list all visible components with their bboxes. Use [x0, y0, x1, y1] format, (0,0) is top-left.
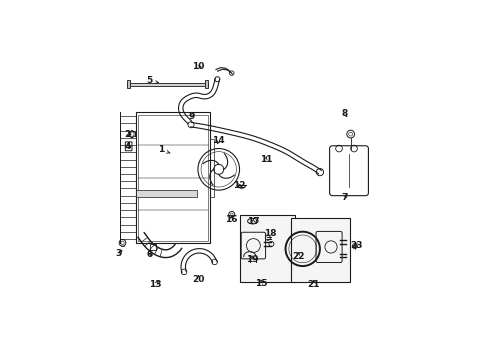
Text: 9: 9: [188, 112, 194, 121]
Text: 20: 20: [192, 275, 204, 284]
Text: 8: 8: [341, 109, 347, 118]
Text: 1: 1: [158, 145, 170, 154]
Text: 18: 18: [264, 229, 276, 238]
Text: 21: 21: [307, 280, 320, 289]
Bar: [290, 218, 350, 282]
Text: 4: 4: [124, 142, 131, 151]
Bar: [127, 80, 130, 89]
Bar: [127, 82, 207, 86]
Bar: [150, 244, 156, 250]
Text: 19: 19: [245, 255, 258, 264]
Text: 14: 14: [212, 136, 224, 145]
Bar: [239, 215, 294, 282]
Text: 15: 15: [254, 279, 267, 288]
Bar: [135, 112, 210, 243]
Text: 16: 16: [225, 215, 238, 224]
Text: 5: 5: [146, 76, 158, 85]
Text: 10: 10: [191, 62, 203, 71]
Bar: [204, 80, 207, 89]
Bar: [138, 115, 208, 240]
Bar: [135, 190, 197, 197]
Text: 23: 23: [349, 240, 362, 249]
Text: 6: 6: [146, 250, 152, 259]
Text: 13: 13: [148, 280, 161, 289]
Text: 22: 22: [291, 252, 304, 261]
Text: 12: 12: [232, 181, 244, 190]
Text: 17: 17: [246, 217, 259, 226]
Text: 3: 3: [116, 249, 122, 258]
Text: 2: 2: [124, 130, 131, 139]
Text: 7: 7: [341, 193, 347, 202]
Bar: [210, 139, 213, 197]
Text: 11: 11: [259, 154, 271, 163]
